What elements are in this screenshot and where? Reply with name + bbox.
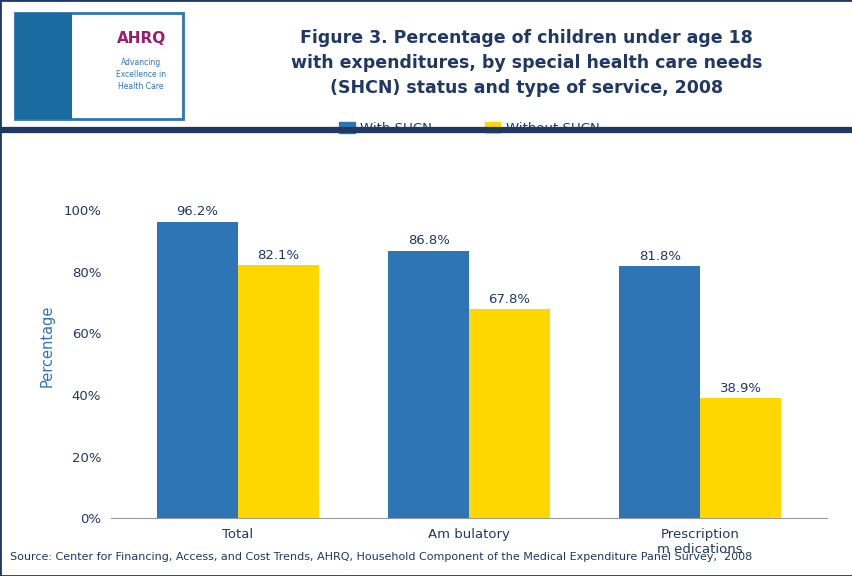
Text: Advancing
Excellence in
Health Care: Advancing Excellence in Health Care [116,58,166,91]
Bar [157,222,238,518]
Text: Figure 3. Percentage of children under age 18
with expenditures, by special heal: Figure 3. Percentage of children under a… [291,29,762,97]
Text: 96.2%: 96.2% [176,206,218,218]
Bar [469,309,550,518]
Text: Source: Center for Financing, Access, and Cost Trends, AHRQ, Household Component: Source: Center for Financing, Access, an… [10,552,751,562]
Text: 67.8%: 67.8% [488,293,530,306]
Bar [388,251,469,518]
Text: 86.8%: 86.8% [407,234,449,248]
Text: 82.1%: 82.1% [257,249,299,262]
Text: 38.9%: 38.9% [719,382,761,395]
Text: 81.8%: 81.8% [638,250,680,263]
Bar [619,266,699,518]
Legend: With SHCN, Without SHCN: With SHCN, Without SHCN [333,117,604,141]
Text: AHRQ: AHRQ [117,31,165,46]
Bar [699,399,780,518]
Bar [238,265,319,518]
Y-axis label: Percentage: Percentage [40,304,55,387]
Bar [14,13,72,119]
FancyBboxPatch shape [14,13,183,119]
